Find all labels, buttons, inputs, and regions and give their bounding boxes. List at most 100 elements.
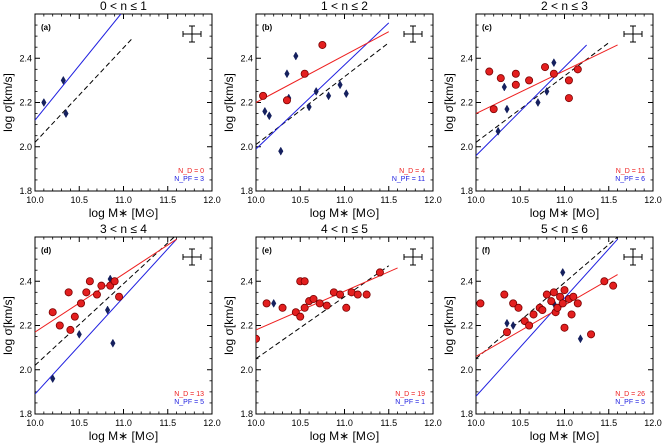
y-axis-label: log σ[km/s] [442,73,456,132]
disk-point [115,292,124,301]
y-tick-label: 1.8 [19,186,32,196]
disk-point [48,308,57,317]
disk-point [567,310,576,319]
pseudo-point [306,102,312,112]
disk-point [318,40,327,49]
x-tick-label: 11.5 [380,418,397,428]
count-disk: N_D = 13 [174,391,204,398]
count-pseudo: N_PF = 1 [395,399,425,406]
plot-area [256,22,390,156]
x-tick-label: 12.0 [644,195,662,205]
pseudo-point [293,51,299,61]
panel-label: (a) [41,23,51,32]
disk-point [525,321,534,330]
y-tick-label: 2.4 [240,53,253,63]
disk-fit-line [256,267,398,331]
pseudo-point [501,82,507,92]
pseudo-fit-line [35,238,177,395]
panel-label: (e) [262,246,272,255]
y-tick-label: 1.8 [240,409,253,419]
pseudo-point [110,338,116,348]
pseudo-point [504,318,510,328]
disk-point [77,299,86,308]
pseudo-point [495,126,501,136]
x-tick-label: 10.5 [70,195,88,205]
disk-fit-line [256,31,389,103]
panel-6: 5 < n ≤ 6 10.0 10.5 11.0 11.5 12.0 1.8 2.0 2.2 2.… [442,222,662,443]
pseudo-point [551,58,557,68]
disk-point [315,299,324,308]
disk-point [560,286,569,295]
disk-point [496,74,505,83]
x-tick-label: 11.5 [380,195,397,205]
x-tick-label: 11.0 [556,195,573,205]
x-tick-label: 12.0 [424,195,442,205]
pseudo-point [76,329,82,339]
disk-point [82,288,91,297]
disk-point [573,299,582,308]
disk-point [558,299,567,308]
disk-point [560,323,569,332]
panel-title: 4 < n ≤ 5 [321,222,368,236]
pseudo-point [535,97,541,108]
count-pseudo: N_PF = 5 [615,399,645,406]
disk-point [309,294,318,303]
disk-point [514,303,523,312]
pseudo-fit-line [476,44,587,156]
axes-frame [475,13,654,192]
disk-point [556,292,565,301]
disk-point [375,268,384,277]
disk-point [541,63,550,72]
panel-3: 2 < n ≤ 3 10.0 10.5 11.0 11.5 12.0 1.8 2.0 2.2 2.… [442,0,662,220]
count-pseudo: N_PF = 5 [174,399,204,406]
pseudo-point [343,89,349,99]
x-tick-label: 10.0 [26,195,44,205]
disk-point [55,321,64,330]
count-disk: N_D = 26 [615,391,645,398]
disk-point [569,292,578,301]
disk-point [66,325,75,334]
y-tick-label: 1.8 [240,186,253,196]
reference-dashed-line [256,42,390,145]
panel-title: 0 < n ≤ 1 [100,0,147,13]
disk-point [511,80,520,89]
disk-point [300,277,309,286]
y-tick-label: 2.0 [19,365,32,375]
disk-point [85,277,94,286]
disk-point [64,288,73,297]
pseudo-point [63,109,69,119]
y-tick-label: 2.4 [460,53,473,63]
disk-fit-line [476,274,618,357]
panel-title: 1 < n ≤ 2 [321,0,368,13]
disk-point [538,306,547,315]
disk-point [529,310,538,319]
x-axis-label: log M∗ [M⊙] [89,206,158,220]
y-tick-label: 2.4 [240,276,253,286]
count-disk: N_D = 0 [178,168,204,175]
count-disk: N_D = 11 [616,168,645,175]
disk-point [547,297,556,306]
disk-fit-line [476,44,618,115]
disk-point [509,299,518,308]
disk-point [278,303,287,312]
y-axis-label: log σ[km/s] [1,296,15,355]
y-tick-label: 2.0 [240,142,253,152]
disk-fit-line [35,238,177,333]
pseudo-point [544,86,550,96]
x-tick-label: 12.0 [644,418,662,428]
y-tick-label: 2.2 [19,321,32,331]
panel-5: 4 < n ≤ 5 10.0 10.5 11.0 11.5 12.0 1.8 2.0 2.2 2.… [222,222,442,443]
disk-point [97,281,106,290]
panel-1: 0 < n ≤ 1 10.0 10.5 11.0 11.5 12.0 1.8 2.0 2.2 2.… [1,0,221,220]
x-axis-label: log M∗ [M⊙] [530,206,599,220]
panel-label: (d) [41,246,52,255]
panel-4: 3 < n ≤ 4 10.0 10.5 11.0 11.5 12.0 1.8 2.0 2.2 2.… [1,222,221,443]
x-tick-label: 11.0 [336,195,353,205]
disk-point [110,277,119,286]
pseudo-point [104,305,111,315]
x-axis-label: log M∗ [M⊙] [89,429,158,443]
disk-point [500,290,509,299]
pseudo-point [337,80,343,90]
plot-area [35,14,133,143]
pseudo-point [510,320,516,331]
